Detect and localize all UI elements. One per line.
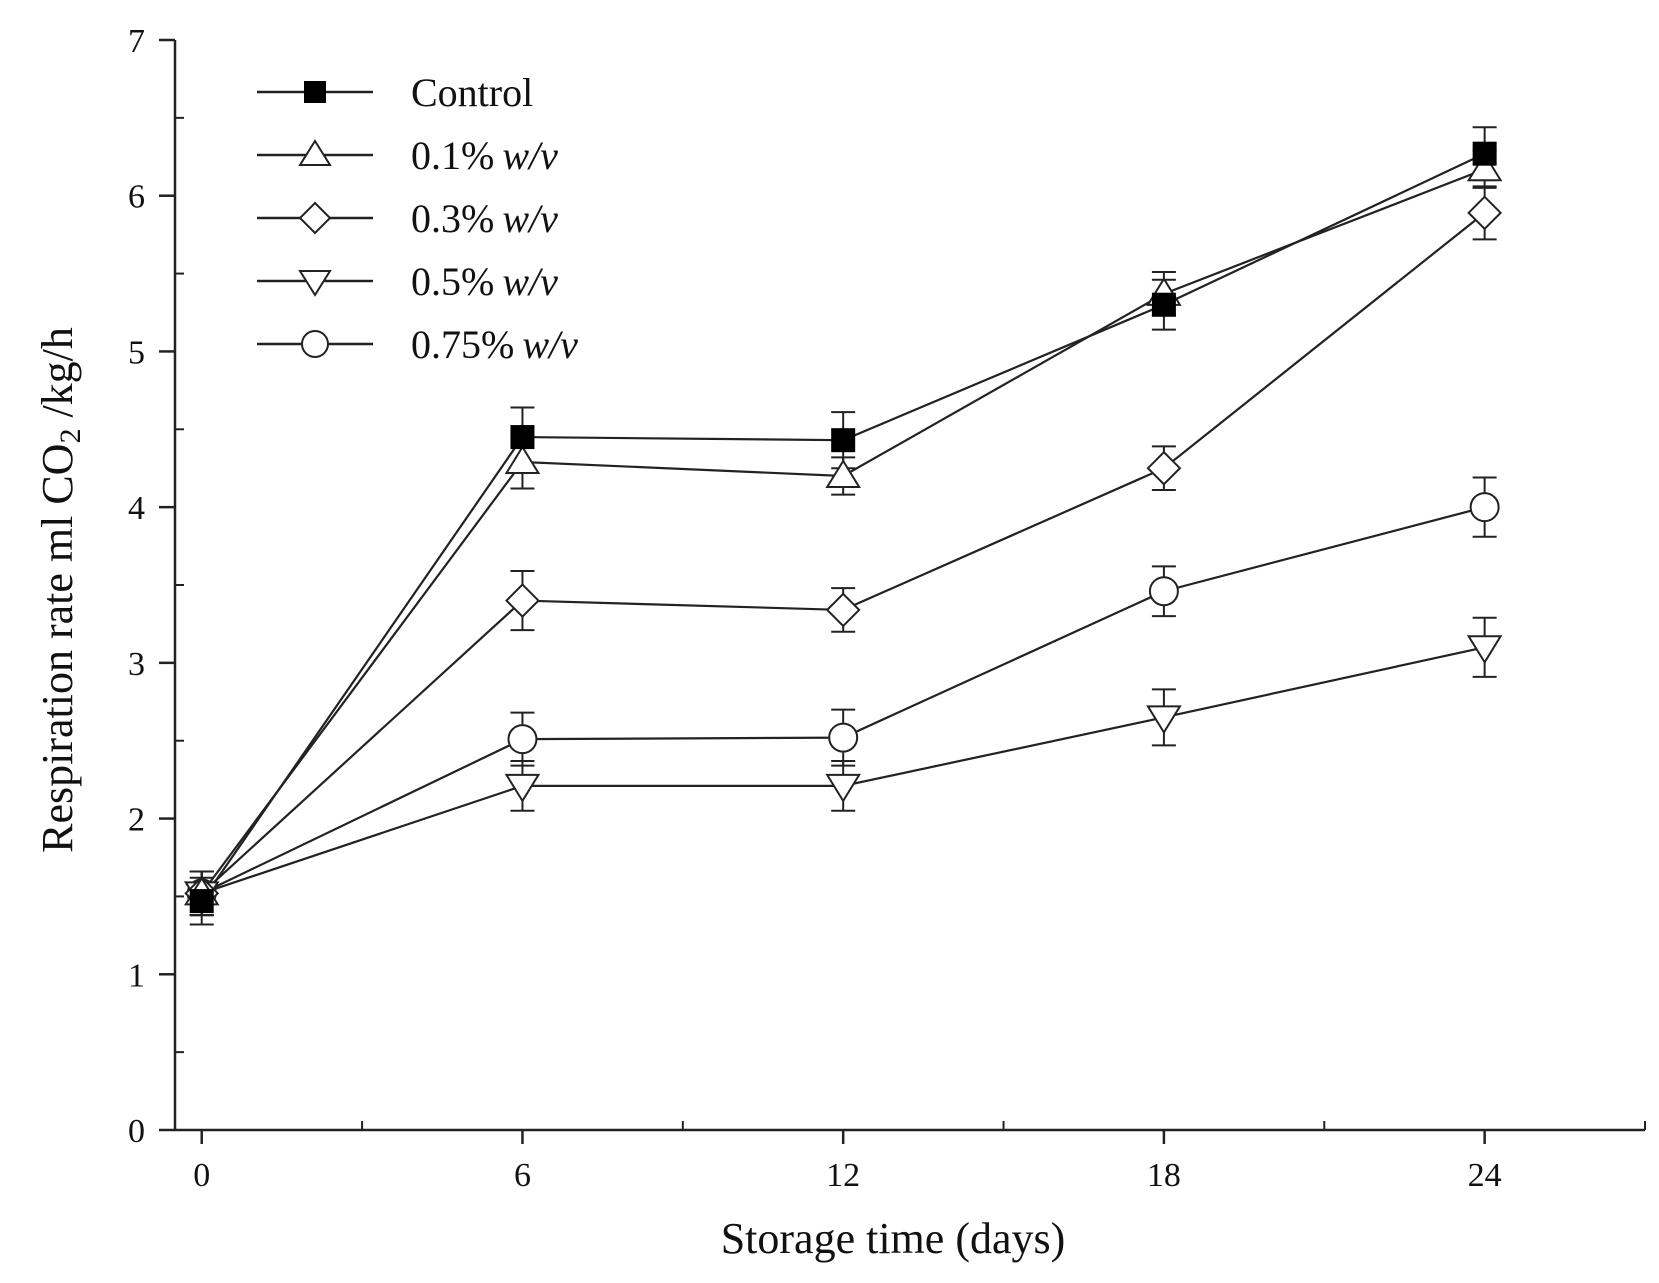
data-point — [825, 592, 861, 628]
legend-marker — [301, 330, 329, 358]
data-point — [504, 445, 541, 474]
legend-entry: Control — [257, 70, 533, 115]
x-axis-title: Storage time (days) — [721, 1214, 1066, 1263]
x-ticks — [200, 1121, 1646, 1144]
y-axis-title: Respiration rate ml CO2 /kg/h — [33, 327, 87, 853]
y-tick-label: 4 — [128, 490, 145, 527]
data-markers — [183, 141, 1503, 914]
legend-marker — [298, 139, 332, 166]
x-tick-label: 18 — [1147, 1157, 1181, 1194]
axes — [173, 40, 1645, 1132]
legend-label: 0.3% w/v — [411, 196, 558, 241]
data-point — [1466, 152, 1503, 182]
y-tick-label: 2 — [128, 802, 145, 839]
data-point — [828, 722, 859, 753]
legend-label-italic: w/v — [522, 322, 578, 367]
legend-marker — [298, 201, 332, 235]
x-tick-labels: 0 6 12 18 24 — [193, 1157, 1501, 1194]
y-axis-title-main: Respiration rate ml CO — [33, 444, 82, 853]
y-tick-label: 5 — [128, 334, 145, 371]
legend-entry: 0.75% w/v — [257, 322, 578, 367]
legend-label-italic: w/v — [502, 133, 558, 178]
data-point — [1148, 576, 1179, 607]
x-tick-label: 0 — [193, 1157, 210, 1194]
y-tick-label: 0 — [128, 1113, 145, 1150]
data-point — [825, 773, 861, 803]
legend-label: 0.5% w/v — [411, 259, 558, 304]
x-tick-label: 24 — [1468, 1157, 1502, 1194]
y-axis-title-subscript: 2 — [54, 429, 87, 444]
data-point — [1466, 635, 1503, 665]
data-point — [189, 889, 214, 914]
y-tick-label: 6 — [128, 179, 145, 216]
data-point — [1469, 492, 1500, 523]
data-point — [1151, 292, 1176, 317]
legend-label-italic: w/v — [502, 196, 558, 241]
legend-label-italic: w/v — [502, 259, 558, 304]
legend-label-main: 0.5% — [411, 259, 494, 304]
y-tick-label: 7 — [128, 23, 145, 60]
y-ticks — [159, 38, 184, 1132]
legend-entry: 0.3% w/v — [257, 196, 558, 241]
data-point — [831, 428, 856, 453]
data-point — [1467, 195, 1503, 231]
y-tick-label: 1 — [128, 957, 145, 994]
data-point — [505, 583, 540, 618]
data-point — [1472, 141, 1497, 166]
data-point — [507, 724, 538, 755]
legend-label: Control — [411, 70, 533, 115]
legend-marker — [298, 270, 332, 297]
y-axis-title-unit: /kg/h — [33, 327, 82, 428]
data-point — [825, 459, 861, 488]
legend-entry: 0.1% w/v — [257, 133, 558, 178]
legend-label: 0.1% w/v — [411, 133, 558, 178]
legend-label: 0.75% w/v — [411, 322, 578, 367]
x-tick-label: 6 — [514, 1157, 531, 1194]
x-tick-label: 12 — [826, 1157, 860, 1194]
data-point — [1146, 705, 1182, 735]
y-tick-labels: 0 1 2 3 4 5 6 7 — [128, 23, 145, 1150]
data-point — [504, 773, 541, 803]
data-point — [1146, 450, 1182, 486]
legend-label-main: 0.1% — [411, 133, 494, 178]
legend-marker — [304, 81, 326, 103]
series-line — [201, 506, 1485, 895]
legend-entry: 0.5% w/v — [257, 259, 558, 304]
legend-label-main: 0.75% — [411, 322, 514, 367]
legend-label-main: Control — [411, 70, 533, 115]
legend-label-main: 0.3% — [411, 196, 494, 241]
data-point — [510, 425, 535, 450]
y-tick-label: 3 — [128, 646, 145, 683]
